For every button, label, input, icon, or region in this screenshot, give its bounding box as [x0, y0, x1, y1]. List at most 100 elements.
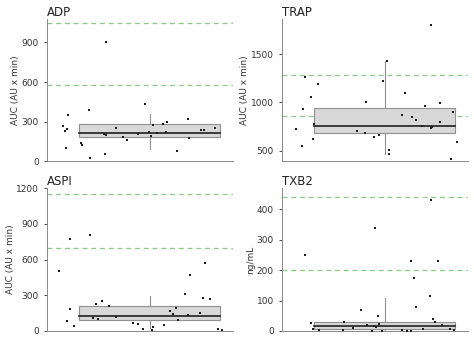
Point: [184, 313, 192, 318]
Point: [374, 313, 382, 318]
Point: [349, 325, 356, 331]
Point: [78, 143, 86, 148]
Point: [160, 322, 168, 328]
Point: [308, 94, 315, 100]
Point: [408, 115, 416, 120]
Point: [363, 322, 371, 328]
Point: [173, 148, 181, 154]
Point: [166, 308, 173, 314]
Point: [173, 305, 180, 311]
Point: [378, 328, 386, 333]
Point: [403, 328, 410, 333]
Point: [370, 134, 378, 140]
Point: [310, 327, 317, 332]
Point: [308, 320, 315, 326]
Point: [198, 127, 205, 132]
Point: [434, 258, 441, 264]
Point: [185, 116, 192, 122]
Point: [90, 315, 97, 320]
Point: [379, 79, 387, 84]
Point: [427, 23, 435, 28]
Point: [139, 326, 147, 332]
Bar: [314, 323, 456, 329]
Point: [85, 107, 92, 113]
Point: [182, 291, 189, 297]
Point: [199, 295, 207, 300]
Point: [429, 316, 437, 321]
Point: [94, 316, 101, 322]
Point: [102, 132, 110, 137]
Point: [375, 133, 383, 138]
Point: [398, 112, 406, 118]
Point: [428, 198, 435, 203]
Point: [105, 303, 112, 309]
Point: [426, 293, 433, 299]
Bar: [79, 124, 220, 137]
Point: [163, 120, 170, 125]
Point: [292, 127, 300, 132]
Point: [310, 136, 317, 142]
Point: [55, 269, 63, 274]
Text: TXB2: TXB2: [282, 175, 313, 188]
Point: [315, 327, 323, 333]
Point: [339, 328, 347, 333]
Point: [67, 237, 74, 242]
Point: [450, 328, 457, 333]
Bar: [79, 306, 220, 320]
Point: [357, 307, 365, 312]
Point: [428, 124, 436, 129]
Bar: [314, 108, 456, 133]
Point: [59, 123, 67, 129]
Point: [62, 145, 70, 151]
Point: [64, 319, 71, 324]
Point: [453, 139, 460, 145]
Point: [432, 319, 439, 325]
Point: [206, 297, 214, 302]
Point: [148, 327, 156, 332]
Point: [214, 326, 221, 331]
Y-axis label: ng/mL: ng/mL: [246, 246, 255, 274]
Point: [301, 252, 309, 258]
Point: [119, 134, 127, 140]
Point: [362, 99, 370, 104]
Point: [149, 325, 156, 330]
Point: [92, 301, 100, 306]
Point: [102, 40, 109, 45]
Point: [99, 299, 106, 304]
Point: [361, 131, 369, 136]
Point: [447, 326, 454, 332]
Point: [129, 320, 137, 325]
Point: [160, 121, 167, 127]
Point: [197, 310, 204, 315]
Y-axis label: AUC (AU x min): AUC (AU x min): [6, 225, 15, 294]
Point: [211, 126, 219, 131]
Point: [421, 104, 429, 109]
Point: [447, 156, 455, 162]
Point: [64, 112, 72, 118]
Point: [123, 137, 130, 143]
Point: [407, 258, 415, 264]
Point: [419, 326, 427, 331]
Point: [201, 260, 209, 265]
Point: [340, 320, 347, 325]
Point: [410, 275, 418, 280]
Point: [71, 324, 78, 329]
Point: [385, 152, 392, 157]
Text: ADP: ADP: [47, 5, 71, 18]
Point: [437, 101, 444, 106]
Point: [438, 323, 446, 328]
Point: [102, 151, 109, 157]
Text: TRAP: TRAP: [282, 5, 312, 18]
Point: [77, 140, 84, 146]
Point: [299, 106, 307, 112]
Text: ASPI: ASPI: [47, 175, 73, 188]
Point: [86, 155, 93, 161]
Point: [385, 147, 392, 153]
Point: [169, 312, 176, 317]
Point: [314, 81, 322, 87]
Y-axis label: AUC (AU x min): AUC (AU x min): [240, 55, 249, 125]
Point: [372, 325, 380, 330]
Point: [353, 129, 361, 134]
Point: [66, 306, 74, 312]
Point: [401, 90, 409, 95]
